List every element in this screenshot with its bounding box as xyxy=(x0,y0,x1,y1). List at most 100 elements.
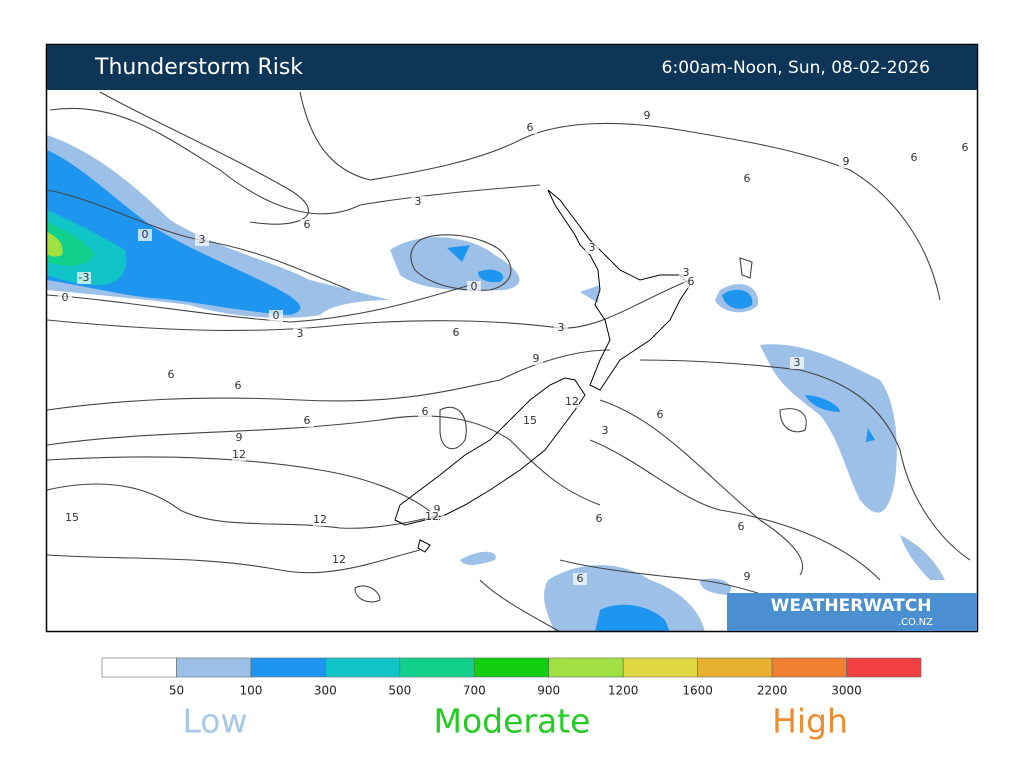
legend-tick-label: 300 xyxy=(314,684,337,698)
contour-label-bg xyxy=(269,310,283,322)
contour-label-bg xyxy=(313,514,327,526)
legend-swatch xyxy=(473,657,550,678)
legend-swatch xyxy=(176,657,252,678)
contour-label-bg xyxy=(958,142,972,154)
contour-label: 12 xyxy=(425,510,439,523)
contour-label-bg xyxy=(790,357,804,369)
contour-label: 9 xyxy=(843,155,850,168)
contour-label: 6 xyxy=(577,572,584,585)
contour-label: 3 xyxy=(683,266,690,279)
contour-label: 12 xyxy=(332,553,346,566)
contour-label: 0 xyxy=(142,228,149,241)
legend-swatch xyxy=(697,657,773,678)
contour-label: 3 xyxy=(199,233,206,246)
contour-label-bg xyxy=(684,276,698,288)
legend-tick-label: 100 xyxy=(239,684,262,698)
contour-label-bg xyxy=(300,219,314,231)
stewart-island xyxy=(417,539,431,553)
contour-label: 6 xyxy=(453,326,460,339)
contour-label: -3 xyxy=(79,271,90,284)
contour-label: 12 xyxy=(232,448,246,461)
legend-tick-label: 1200 xyxy=(608,684,639,698)
contour-label-bg xyxy=(554,322,568,334)
contour-label: 6 xyxy=(422,405,429,418)
contour-label-bg xyxy=(565,396,579,408)
contour-label-bg xyxy=(65,512,79,524)
contour-label-bg xyxy=(332,554,346,566)
contour-label-bg xyxy=(293,328,307,340)
contour-label: 6 xyxy=(738,520,745,533)
legend-tick-label: 500 xyxy=(388,684,411,698)
contour-label: 6 xyxy=(962,141,969,154)
contour-label-bg xyxy=(195,234,209,246)
legend-swatch xyxy=(548,657,624,678)
legend-tick-label: 700 xyxy=(463,684,486,698)
contour-label-bg xyxy=(839,156,853,168)
legend-tick-label: 900 xyxy=(537,684,560,698)
legend-level: High xyxy=(772,702,848,741)
contour-label: 6 xyxy=(527,121,534,134)
contour-label: 9 xyxy=(236,431,243,444)
contour-label-bg xyxy=(138,229,152,241)
legend-swatch xyxy=(325,657,401,678)
contour-label-bg xyxy=(232,432,246,444)
contour-label-bg xyxy=(585,242,599,254)
contour-label-bg xyxy=(529,353,543,365)
legend-swatch xyxy=(771,657,847,678)
contour-label: 6 xyxy=(688,275,695,288)
contour-label: 6 xyxy=(744,172,751,185)
contour-label-bg xyxy=(734,521,748,533)
legend-tick-label: 50 xyxy=(169,684,184,698)
contour-label-bg xyxy=(592,513,606,525)
contour-label: 6 xyxy=(168,368,175,381)
contour-label-bg xyxy=(523,122,537,134)
header-period: 6:00am-Noon, Sun, 08-02-2026 xyxy=(662,58,930,78)
legend-level: Low xyxy=(183,702,248,741)
contour-label-bg xyxy=(58,292,72,304)
contour-label: 3 xyxy=(602,424,609,437)
contour-label-bg xyxy=(418,406,432,418)
header-title: Thunderstorm Risk xyxy=(94,55,303,80)
watermark-domain: .CO.NZ xyxy=(898,617,933,628)
contour-label-bg xyxy=(231,380,245,392)
contour-label: 6 xyxy=(657,408,664,421)
contour-label: 3 xyxy=(558,321,565,334)
watermark-brand: WEATHERWATCH xyxy=(771,596,932,616)
contour-label-bg xyxy=(573,573,587,585)
header-bar xyxy=(47,45,977,90)
contour-label: 3 xyxy=(589,241,596,254)
contour-label-bg xyxy=(77,272,91,284)
contours xyxy=(47,91,971,631)
contour-label: 12 xyxy=(565,395,579,408)
contour-label-bg xyxy=(425,511,439,523)
legend-swatch xyxy=(250,657,326,678)
contour-label: 6 xyxy=(235,379,242,392)
contour-label: 9 xyxy=(644,109,651,122)
legend-tick-label: 3000 xyxy=(831,684,862,698)
risk-1200-area xyxy=(47,232,63,257)
contour-label-bg xyxy=(411,196,425,208)
legend-swatch xyxy=(846,657,922,678)
contour-label-bg xyxy=(523,415,537,427)
contour-label: 6 xyxy=(304,218,311,231)
contour-label: 3 xyxy=(297,327,304,340)
legend-swatch xyxy=(101,657,177,678)
contour-label: 6 xyxy=(304,414,311,427)
contour-label: 9 xyxy=(744,570,751,583)
legend-swatch xyxy=(622,657,698,678)
contour-label: 15 xyxy=(65,511,79,524)
contour-label: 9 xyxy=(434,503,441,516)
contour-label: 0 xyxy=(471,280,478,293)
contour-label-bg xyxy=(740,173,754,185)
legend-tick-label: 1600 xyxy=(682,684,713,698)
legend-tick-label: 2200 xyxy=(757,684,788,698)
contour-label: 0 xyxy=(62,291,69,304)
contour-label: 6 xyxy=(596,512,603,525)
south-island xyxy=(394,377,586,526)
contour-label-bg xyxy=(740,571,754,583)
contour-label: 0 xyxy=(273,309,280,322)
